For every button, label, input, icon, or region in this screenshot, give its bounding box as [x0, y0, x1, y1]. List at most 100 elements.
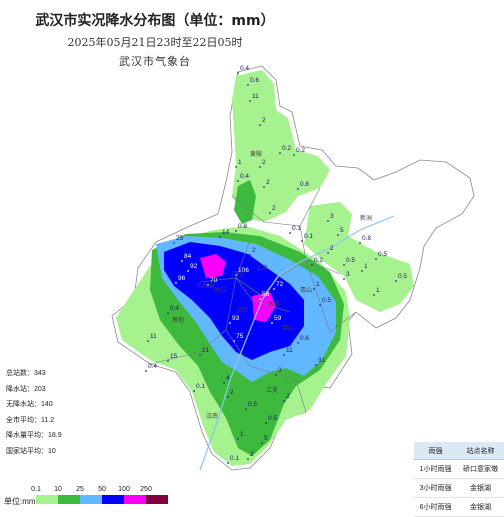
station-dot	[147, 340, 149, 342]
rain-value-label: 75	[236, 333, 244, 340]
legend: 0.1 10 25 50 100 250 单位:mm	[4, 486, 194, 506]
rain-value-label: 1	[238, 159, 242, 166]
rain-value-label: 0.6	[250, 77, 259, 84]
rain-value-label: 3	[278, 367, 282, 374]
station-dot	[263, 186, 265, 188]
district-label: 东西湖	[196, 282, 214, 290]
district-label: 硚口	[214, 287, 226, 294]
rain-value-label: 70	[210, 277, 218, 284]
rain-value-label: 2	[252, 247, 256, 254]
rain-value-label: 21	[202, 347, 210, 354]
rain-value-label: 0.5	[248, 401, 257, 408]
legend-swatch	[36, 495, 58, 504]
station-dot	[343, 278, 345, 280]
station-dot	[207, 284, 209, 286]
rain-value-label: 14	[222, 229, 230, 236]
rain-value-label: 0.8	[300, 181, 309, 188]
yangtze-river	[199, 215, 395, 471]
rain-area-blue-dark	[164, 242, 304, 360]
rain-value-label: 0.5	[346, 257, 355, 264]
rain-value-label: 5	[264, 435, 268, 442]
station-dot	[311, 264, 313, 266]
station-dot	[269, 212, 271, 214]
rain-value-label: 0.4	[170, 305, 179, 312]
district-label: 蔡甸	[172, 316, 184, 324]
rain-value-label: 11	[150, 333, 157, 340]
station-dot	[227, 462, 229, 464]
stat-rain-average: 降水量平均：18.9	[6, 432, 62, 439]
station-dot	[293, 154, 295, 156]
station-dot	[181, 260, 183, 262]
rain-value-label: 96	[178, 275, 186, 282]
stat-national-average: 国家站平均：10	[6, 447, 56, 455]
rain-value-label: 72	[276, 281, 284, 288]
district-label: 新洲	[360, 214, 372, 222]
rain-area-green-north	[234, 180, 256, 224]
legend-tick: 10	[54, 486, 62, 493]
station-intensity-table: 雨强 站点名称 1小时雨强 硚口意家墩 3小时雨强 金银湖 6小时雨强 金银湖	[414, 442, 504, 517]
station-dot	[271, 322, 273, 324]
district-label: 江夏	[266, 387, 278, 394]
station-dot	[145, 370, 147, 372]
legend-swatch	[102, 495, 124, 504]
district-label: 江汉	[232, 270, 244, 278]
rain-value-label: 15	[170, 353, 178, 360]
station-dot	[219, 236, 221, 238]
issuing-agency: 武汉市气象台	[119, 55, 191, 68]
station-dot	[259, 166, 261, 168]
rain-value-label: 0.1	[304, 233, 313, 240]
rain-area-magenta-b	[252, 292, 276, 322]
rain-value-label: 1	[316, 281, 320, 288]
station-dot	[229, 322, 231, 324]
rain-value-label: 2	[286, 393, 290, 400]
rain-value-label: 0.5	[268, 415, 277, 422]
rain-value-label: 11	[286, 347, 293, 354]
station-dot	[249, 100, 251, 102]
station-dot	[273, 288, 275, 290]
rain-value-label: 11	[252, 93, 259, 100]
district-label: 江岸	[256, 265, 268, 272]
station-dot	[315, 364, 317, 366]
rain-value-label: 31	[318, 357, 326, 364]
legend-tick: 250	[140, 486, 152, 493]
station-dot	[249, 254, 251, 256]
rain-value-label: 0.4	[240, 65, 249, 72]
station-dot	[283, 354, 285, 356]
rain-value-label: 0.2	[314, 257, 323, 264]
station-dot	[247, 84, 249, 86]
legend-swatch	[80, 495, 102, 504]
district-label: 汉南	[206, 412, 218, 420]
statistics-panel: 总站数：343 降水站：203 无降水站：140 全市平均：11.2 降水量平均…	[6, 366, 62, 459]
station-dot	[279, 152, 281, 154]
stat-no-rain-stations: 无降水站：140	[6, 401, 53, 408]
legend-color-bar	[36, 495, 168, 504]
map-title: 武汉市实况降水分布图（单位：mm）	[35, 13, 275, 29]
station-dot	[175, 282, 177, 284]
station-dot	[247, 458, 249, 460]
rain-value-label: 0.1	[196, 383, 205, 390]
station-dot	[235, 166, 237, 168]
table-row: 6小时雨强 金银湖	[414, 497, 504, 517]
district-label: 黄陂	[250, 150, 262, 158]
station-dot	[313, 288, 315, 290]
station-dot	[327, 252, 329, 254]
station-dot	[261, 442, 263, 444]
rain-value-label: 2	[272, 205, 276, 212]
station-dot	[283, 400, 285, 402]
station-dot	[375, 258, 377, 260]
rain-value-label: 0.4	[148, 363, 157, 370]
rain-value-label: 2	[250, 451, 254, 458]
rain-value-label: 0.1	[230, 455, 239, 462]
table-row: 1小时雨强 硚口意家墩	[414, 459, 504, 479]
station-dot	[237, 438, 239, 440]
rain-value-label: 84	[184, 253, 192, 260]
rain-value-label: 0.4	[240, 173, 249, 180]
station-dot	[187, 270, 189, 272]
legend-swatch	[146, 495, 168, 504]
rain-area-light-north	[232, 70, 330, 222]
station-dot	[395, 280, 397, 282]
station-dot	[319, 304, 321, 306]
legend-tick: 25	[76, 486, 84, 493]
rain-value-label: 0.8	[362, 235, 371, 242]
